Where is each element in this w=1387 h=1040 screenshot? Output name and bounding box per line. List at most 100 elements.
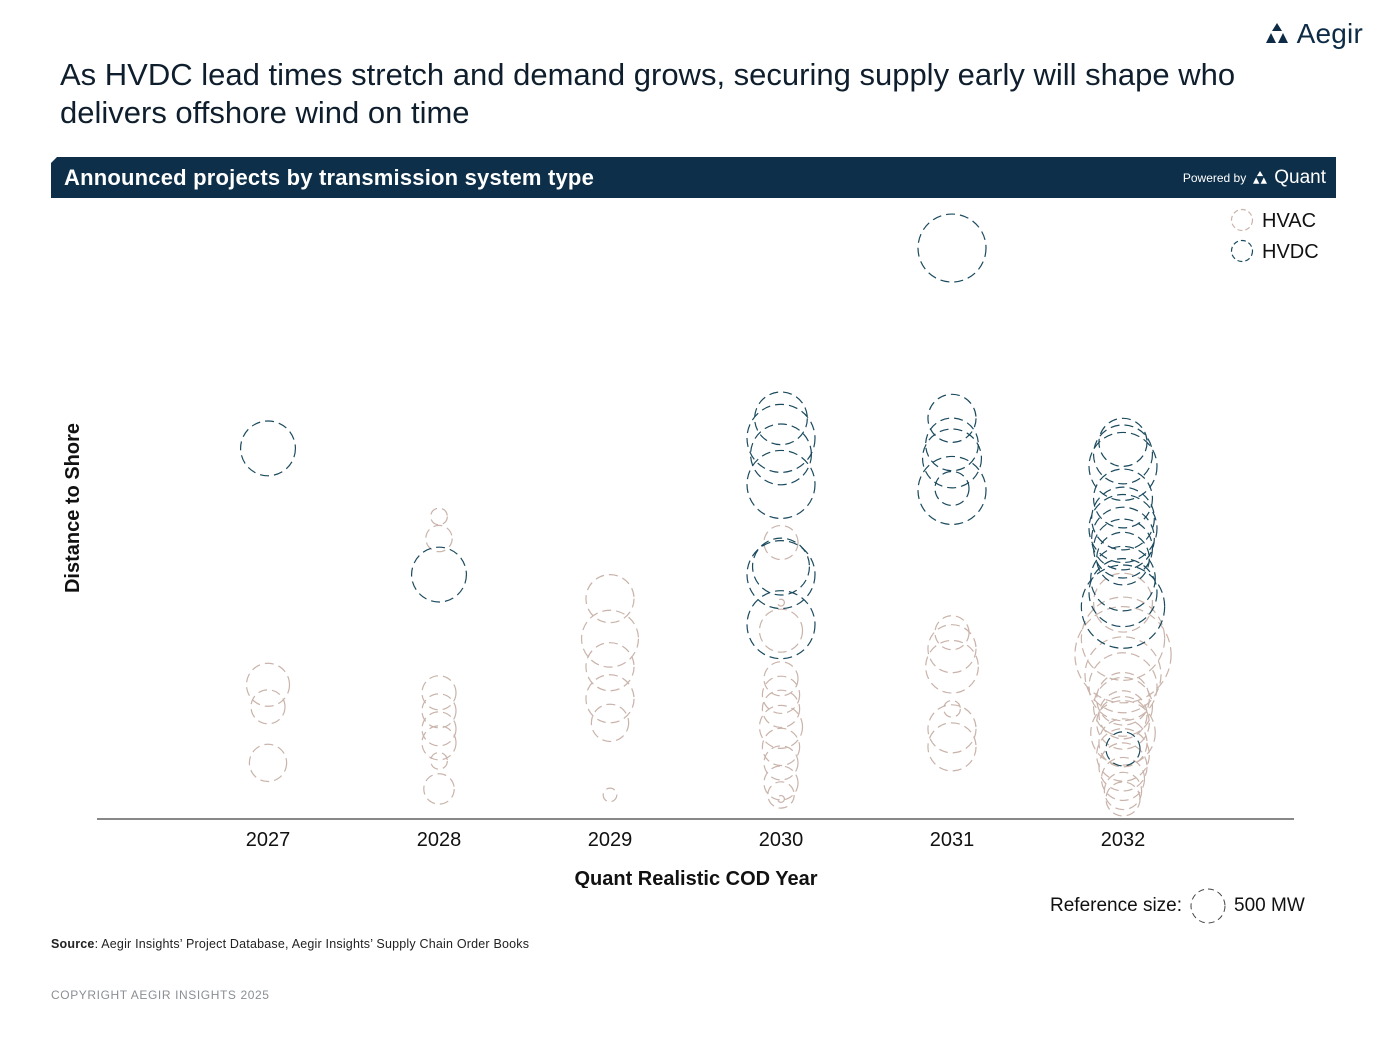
legend-marker-hvdc (1230, 239, 1254, 263)
hvdc-bubble (746, 403, 816, 473)
hvac-bubble (776, 598, 785, 607)
legend-label-hvdc: HVDC (1262, 241, 1319, 263)
hvdc-bubble (925, 417, 979, 472)
brand-name: Aegir (1296, 18, 1363, 49)
hvdc-bubble (754, 391, 808, 446)
aegir-logo-icon (1265, 23, 1288, 43)
hvac-bubble (1090, 700, 1156, 766)
hvac-bubble (927, 722, 977, 772)
hvac-bubble (430, 751, 448, 770)
hvdc-bubble (751, 537, 811, 596)
hvdc-bubble (1091, 486, 1155, 551)
reference-size-label: Reference size: (1050, 895, 1183, 916)
hvdc-bubble (1090, 545, 1156, 612)
hvac-bubble (1096, 695, 1150, 750)
hvdc-bubble (749, 423, 813, 486)
hvac-bubble (925, 639, 979, 694)
hvdc-bubble (934, 470, 970, 507)
hvac-bubble (1096, 671, 1150, 726)
hvdc-bubble (1096, 531, 1150, 586)
hvac-bubble (245, 662, 291, 707)
powered-by-label: Powered by (1182, 170, 1247, 185)
hvdc-bubble (917, 455, 987, 526)
chart-banner: Announced projects by transmission syste… (51, 157, 1336, 198)
legend: HVAC HVDC (1230, 208, 1319, 263)
page-headline: As HVDC lead times stretch and demand gr… (60, 57, 1236, 130)
chart-title: Announced projects by transmission syste… (64, 164, 595, 190)
hvac-bubble (763, 661, 799, 697)
source-note: Source: Aegir Insights’ Project Database… (51, 937, 529, 951)
powered-by: Powered by Quant (1183, 167, 1336, 189)
hvac-bubble (763, 765, 799, 801)
hvdc-bubble (410, 546, 468, 603)
hvdc-bubble (921, 428, 983, 489)
y-axis-label: Distance to Shore (62, 423, 84, 593)
hvac-bubble (943, 699, 961, 718)
reference-circle-icon (1190, 888, 1226, 924)
brand-logo: Aegir (1265, 18, 1363, 50)
hvac-bubble (761, 727, 801, 767)
hvdc-bubble (746, 449, 816, 520)
hvdc-bubble (1098, 417, 1148, 468)
hvac-bubble (758, 704, 804, 749)
powered-by-name: Quant (1274, 166, 1326, 188)
hvac-bubble (934, 615, 970, 651)
hvac-bubble (1074, 606, 1172, 704)
hvac-bubble (767, 781, 795, 809)
x-tick-label: 2030 (759, 829, 804, 851)
hvac-bubble (423, 773, 455, 805)
hvdc-bubble (1088, 558, 1158, 628)
hvac-bubble (1098, 742, 1148, 792)
reference-size-value: 500 MW (1234, 895, 1305, 916)
source-text: : Aegir Insights’ Project Database, Aegi… (94, 937, 530, 951)
quant-logo-icon (1253, 170, 1268, 184)
hvac-bubble (761, 689, 801, 729)
hvac-bubble (927, 624, 977, 674)
hvac-bubble (1098, 690, 1148, 740)
hvac-bubble (1103, 771, 1143, 811)
x-tick-label: 2027 (246, 829, 291, 851)
hvac-bubble (248, 743, 288, 783)
source-label: Source (51, 937, 95, 951)
hvac-bubble (1098, 718, 1148, 768)
x-tick-label: 2032 (1101, 829, 1146, 851)
hvac-bubble (761, 675, 801, 715)
x-axis-label: Quant Realistic COD Year (574, 868, 817, 888)
hvac-bubble (1105, 781, 1141, 817)
hvdc-bubble (1092, 518, 1154, 579)
hvac-bubble (1088, 652, 1158, 722)
hvac-bubble (430, 507, 448, 526)
hvdc-bubble (1092, 424, 1154, 485)
hvdc-bubble (1091, 506, 1155, 571)
hvac-bubble (763, 745, 799, 781)
hvac-bubble (1084, 636, 1162, 714)
x-tick-label: 2028 (417, 829, 462, 851)
hvac-bubble (776, 794, 785, 803)
hvac-bubble (585, 674, 635, 724)
hvdc-bubble (1080, 564, 1166, 649)
hvac-bubble (425, 524, 453, 553)
hvdc-bubble (1088, 431, 1158, 502)
hvac-bubble (1080, 596, 1166, 681)
hvdc-bubble (927, 393, 977, 443)
hvac-bubble (602, 787, 618, 803)
x-tick-label: 2029 (588, 829, 633, 851)
hvac-bubble (590, 703, 630, 743)
hvac-bubble (1096, 727, 1150, 782)
hvdc-bubble (746, 539, 816, 610)
hvac-bubble (421, 675, 457, 711)
hvac-bubble (758, 608, 804, 653)
hvdc-bubble (746, 590, 816, 660)
x-tick-label: 2031 (930, 829, 975, 851)
hvac-bubble (1092, 676, 1154, 737)
legend-marker-hvac (1230, 208, 1254, 232)
hvac-bubble (927, 704, 977, 754)
hvdc-bubble (239, 420, 297, 477)
hvdc-bubble (1088, 493, 1158, 564)
bubble-layer (239, 213, 1172, 817)
hvac-bubble (763, 524, 799, 561)
reference-size: Reference size: 500 MW (1050, 888, 1305, 924)
hvac-bubble (580, 609, 640, 668)
hvac-bubble (585, 573, 635, 624)
bubble-chart: 2027 2028 2029 2030 2031 2032 Quant Realistic… (62, 208, 1319, 888)
